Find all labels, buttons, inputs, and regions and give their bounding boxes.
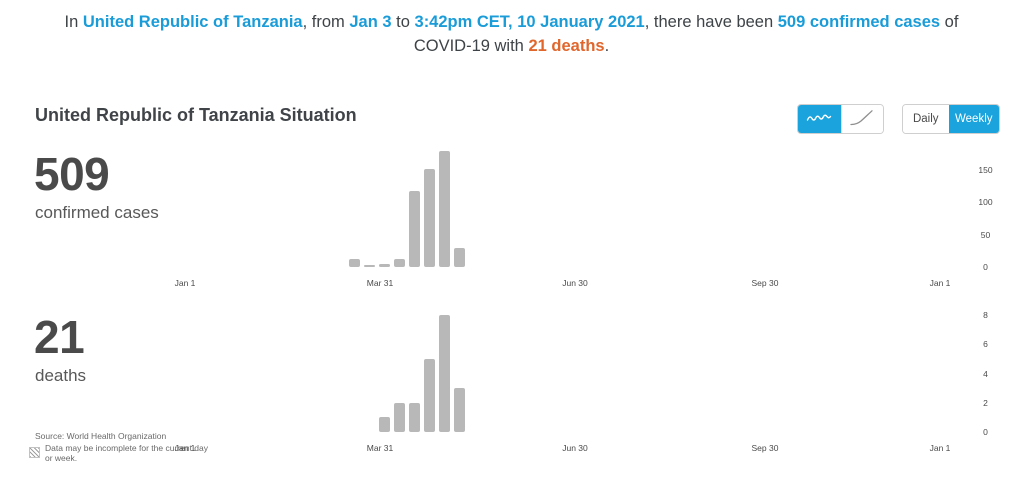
weekly-bar[interactable]: [454, 248, 466, 267]
squiggle-line-icon: [806, 111, 832, 128]
summary-banner: In United Republic of Tanzania, from Jan…: [0, 10, 1023, 58]
chart-type-bars-button[interactable]: [798, 105, 841, 133]
note-line2: or week.: [45, 453, 78, 463]
x-axis-tick-label: Sep 30: [751, 277, 779, 288]
y-axis-tick-label: 100: [978, 197, 993, 208]
data-incomplete-note: Data may be incomplete for the current d…: [45, 443, 208, 463]
x-axis-tick-label: Sep 30: [751, 443, 779, 453]
summary-highlight: United Republic of Tanzania: [82, 13, 303, 31]
x-axis-tick-label: Jan 1: [929, 443, 951, 453]
chart-type-toggle: [797, 104, 884, 134]
period-daily-button[interactable]: Daily: [903, 105, 949, 133]
summary-deaths-highlight: 21 deaths: [528, 37, 605, 55]
y-axis-tick-label: 4: [983, 368, 988, 379]
note-line1: Data may be incomplete for the current d…: [45, 443, 208, 453]
x-axis-tick-label: Mar 31: [366, 277, 394, 288]
x-axis-tick-label: Jun 30: [562, 277, 588, 288]
hatched-square-icon: [29, 447, 40, 458]
weekly-bar[interactable]: [393, 402, 405, 432]
weekly-bar[interactable]: [439, 150, 451, 267]
confirmed-cases-count: 509: [34, 148, 110, 200]
confirmed-cases-label: confirmed cases: [35, 203, 159, 222]
y-axis-tick-label: 50: [980, 229, 991, 240]
weekly-bar[interactable]: [379, 263, 391, 267]
y-axis-tick-label: 0: [983, 262, 988, 272]
x-axis-tick-label: Jan 1: [174, 277, 196, 288]
summary-highlight: 509 confirmed cases: [777, 13, 941, 31]
summary-text: In United Republic of Tanzania, from Jan…: [0, 10, 1023, 58]
chart-type-cumulative-button[interactable]: [840, 105, 883, 133]
cumulative-curve-icon: [849, 109, 875, 130]
y-axis-tick-label: 6: [983, 339, 988, 350]
y-axis-tick-label: 150: [978, 165, 993, 176]
weekly-bar[interactable]: [424, 169, 436, 267]
period-weekly-button[interactable]: Weekly: [948, 105, 999, 133]
summary-text-segment: , from: [302, 13, 350, 31]
source-attribution: Source: World Health Organization: [35, 431, 167, 441]
summary-highlight: Jan 3: [349, 13, 392, 31]
weekly-bar[interactable]: [349, 259, 360, 267]
weekly-bar[interactable]: [438, 315, 450, 432]
weekly-bar[interactable]: [408, 402, 420, 432]
summary-text-segment: In: [64, 13, 83, 31]
summary-text-segment: to: [391, 13, 415, 31]
y-axis-tick-label: 2: [983, 397, 988, 408]
weekly-bar[interactable]: [378, 417, 390, 432]
deaths-count: 21: [34, 311, 85, 363]
y-axis-tick-label: 8: [983, 310, 988, 321]
weekly-bar[interactable]: [364, 264, 376, 267]
summary-text-segment: , there have been: [644, 13, 778, 31]
summary-text-segment: of: [940, 13, 959, 31]
summary-highlight: 3:42pm CET, 10 January 2021: [414, 13, 645, 31]
page-title: United Republic of Tanzania Situation: [35, 105, 357, 125]
deaths-label: deaths: [35, 366, 87, 385]
weekly-bar[interactable]: [409, 191, 421, 267]
summary-text-segment: .: [604, 37, 610, 55]
x-axis-tick-label: Jan 1: [929, 277, 951, 288]
x-axis-tick-label: Jun 30: [562, 443, 588, 453]
weekly-bar[interactable]: [453, 388, 465, 432]
period-toggle: Daily Weekly: [902, 104, 1000, 134]
summary-text-segment: COVID-19 with: [413, 37, 529, 55]
y-axis-tick-label: 0: [983, 427, 988, 437]
x-axis-tick-label: Mar 31: [366, 443, 394, 453]
weekly-bar[interactable]: [423, 359, 435, 432]
weekly-bar[interactable]: [394, 258, 406, 267]
